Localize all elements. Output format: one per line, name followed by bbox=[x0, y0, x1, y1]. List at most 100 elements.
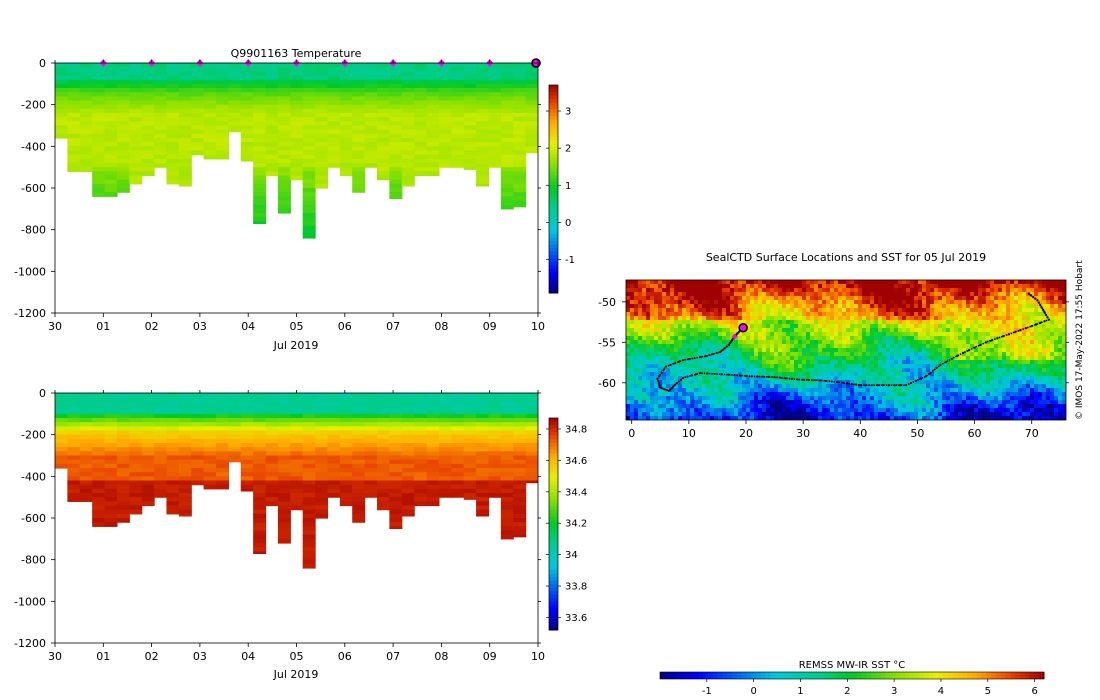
profile-cell bbox=[339, 463, 353, 469]
profile-cell bbox=[92, 75, 106, 81]
profile-cell bbox=[104, 522, 118, 527]
sst-cell bbox=[882, 280, 887, 285]
sst-cell bbox=[850, 340, 855, 345]
profile-cell bbox=[92, 476, 106, 482]
sst-cell bbox=[754, 336, 759, 341]
sst-cell bbox=[950, 320, 955, 325]
sst-cell bbox=[890, 316, 895, 321]
profile-cell bbox=[240, 393, 254, 398]
colorbar-segment bbox=[549, 286, 558, 291]
colorbar-segment bbox=[549, 421, 558, 426]
sst-cell bbox=[922, 332, 927, 337]
sst-cell bbox=[638, 364, 643, 369]
profile-cell bbox=[154, 438, 168, 444]
profile-cell bbox=[191, 146, 205, 152]
profile-cell bbox=[401, 179, 415, 185]
sst-cell bbox=[726, 324, 731, 329]
sst-cell bbox=[934, 308, 939, 313]
sst-cell bbox=[982, 360, 987, 365]
sst-cell bbox=[630, 332, 635, 337]
profile-cell bbox=[166, 455, 180, 461]
sst-cell bbox=[978, 332, 983, 337]
profile-cell bbox=[79, 418, 93, 423]
sst-cell bbox=[950, 280, 955, 285]
sst-cell bbox=[858, 296, 863, 301]
profile-cell bbox=[377, 167, 390, 172]
profile-cell bbox=[104, 484, 118, 490]
profile-cell bbox=[265, 138, 279, 143]
sst-cell bbox=[626, 296, 631, 301]
sst-cell bbox=[794, 356, 799, 361]
sst-cell bbox=[954, 308, 959, 313]
profile-cell bbox=[513, 183, 527, 189]
colorbar-segment bbox=[549, 594, 558, 599]
sst-cell bbox=[754, 368, 759, 373]
profile-cell bbox=[104, 518, 118, 523]
sst-cell bbox=[954, 364, 959, 369]
profile-cell bbox=[315, 393, 329, 398]
sst-cell bbox=[1006, 368, 1011, 373]
profile-cell bbox=[129, 401, 143, 407]
sst-cell bbox=[1010, 348, 1015, 353]
sst-cell bbox=[1022, 296, 1027, 301]
sst-cell bbox=[1054, 324, 1059, 329]
sst-cell bbox=[850, 328, 855, 333]
sst-cell bbox=[894, 324, 899, 329]
sst-cell bbox=[730, 344, 735, 349]
profile-cell bbox=[116, 100, 130, 106]
sst-cell bbox=[970, 320, 975, 325]
profile-cell bbox=[513, 422, 527, 427]
profile-cell bbox=[414, 142, 428, 147]
sst-cell bbox=[630, 304, 635, 309]
sst-cell bbox=[858, 352, 863, 357]
sst-cell bbox=[802, 308, 807, 313]
profile-cell bbox=[488, 413, 502, 419]
sst-cell bbox=[674, 304, 679, 309]
sst-cell bbox=[714, 300, 719, 305]
sst-cell bbox=[990, 284, 995, 289]
sst-cell bbox=[726, 288, 731, 293]
profile-cell bbox=[302, 530, 316, 536]
profile-cell bbox=[203, 480, 217, 486]
sst-cell bbox=[746, 300, 751, 305]
colorbar-segment bbox=[549, 98, 558, 103]
sst-cell bbox=[782, 300, 787, 305]
sst-cell bbox=[854, 320, 859, 325]
profile-cell bbox=[488, 113, 502, 118]
profile-cell bbox=[277, 513, 291, 519]
sst-cell bbox=[1002, 344, 1007, 349]
sst-cell bbox=[786, 344, 791, 349]
sst-cell bbox=[870, 368, 875, 373]
profile-cell bbox=[389, 447, 403, 452]
profile-cell bbox=[500, 83, 514, 89]
sst-cell bbox=[690, 312, 695, 317]
profile-cell bbox=[290, 67, 304, 72]
profile-cell bbox=[79, 63, 93, 68]
sst-cell bbox=[886, 320, 891, 325]
sst-cell bbox=[790, 288, 795, 293]
profile-cell bbox=[92, 158, 106, 164]
sst-cell bbox=[894, 328, 899, 333]
sst-cell bbox=[842, 344, 847, 349]
sst-cell bbox=[910, 312, 915, 317]
sst-cell bbox=[694, 320, 699, 325]
profile-cell bbox=[339, 413, 353, 419]
sst-cell bbox=[1042, 336, 1047, 341]
sst-cell bbox=[906, 328, 911, 333]
sst-cell bbox=[646, 320, 651, 325]
sst-cell bbox=[986, 304, 991, 309]
sst-cell bbox=[642, 284, 647, 289]
sst-cell bbox=[1034, 336, 1039, 341]
profile-cell bbox=[513, 88, 527, 93]
profile-cell bbox=[352, 133, 366, 139]
sst-cell bbox=[770, 332, 775, 337]
sst-cell bbox=[838, 340, 843, 345]
sst-cell bbox=[634, 348, 639, 353]
profile-cell bbox=[166, 154, 180, 160]
sst-cell bbox=[898, 316, 903, 321]
sst-cell bbox=[754, 356, 759, 361]
profile-cell bbox=[290, 468, 304, 473]
sst-cell bbox=[834, 280, 839, 285]
sst-cell bbox=[706, 300, 711, 305]
colorbar-segment bbox=[549, 164, 558, 169]
